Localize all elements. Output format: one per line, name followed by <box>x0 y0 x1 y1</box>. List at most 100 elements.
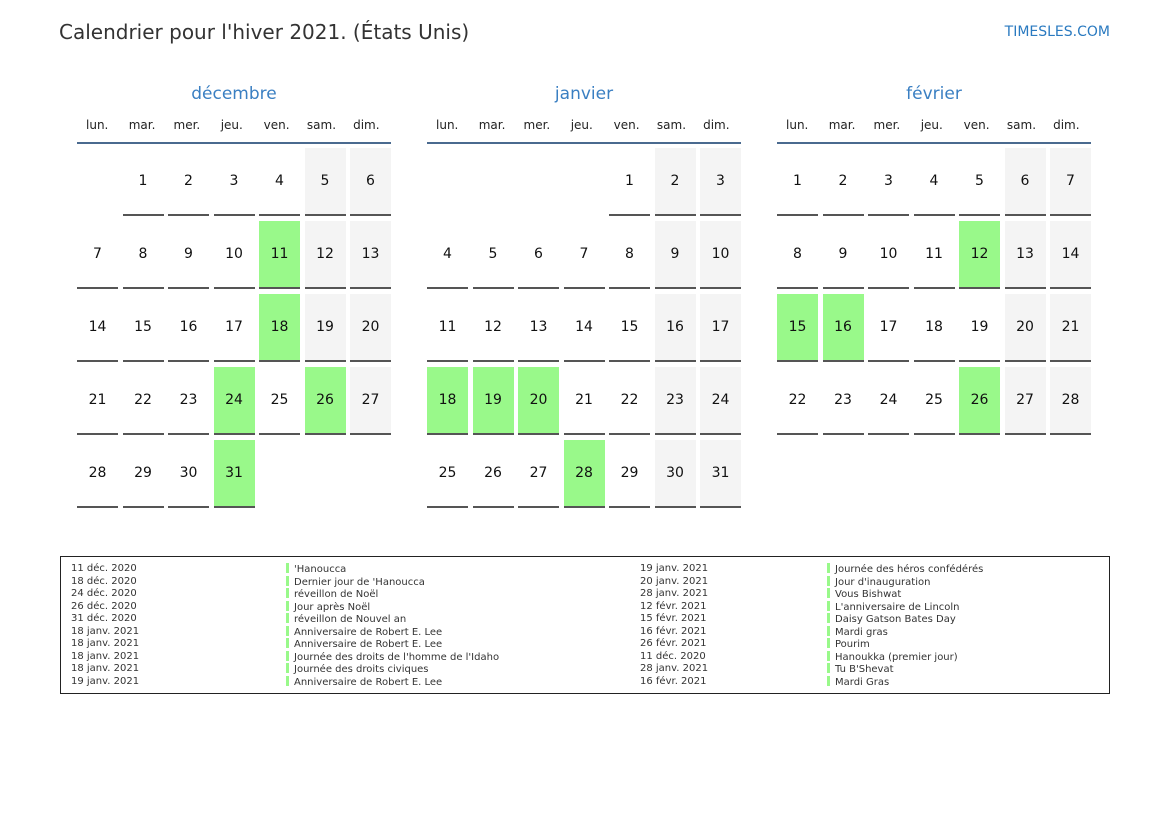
day-cell[interactable]: 3 <box>213 148 255 216</box>
day-cell[interactable]: 8 <box>609 221 650 289</box>
holiday-day-cell[interactable]: 24 <box>213 367 255 435</box>
day-cell[interactable]: 25 <box>427 440 468 508</box>
day-cell[interactable]: 12 <box>304 221 346 289</box>
holiday-day-cell[interactable]: 20 <box>518 367 559 435</box>
day-cell[interactable]: 12 <box>472 294 514 362</box>
weekday-label: ven. <box>963 118 990 132</box>
day-cell[interactable]: 19 <box>304 294 346 362</box>
day-cell[interactable]: 2 <box>822 148 864 216</box>
day-cell[interactable]: 13 <box>518 294 559 362</box>
day-cell[interactable]: 24 <box>700 367 741 435</box>
day-cell[interactable]: 16 <box>168 294 209 362</box>
day-cell[interactable]: 2 <box>654 148 696 216</box>
day-cell[interactable]: 15 <box>609 294 650 362</box>
day-cell[interactable]: 30 <box>654 440 696 508</box>
holiday-day-cell[interactable]: 11 <box>259 221 300 289</box>
day-cell[interactable]: 13 <box>1004 221 1046 289</box>
day-cell[interactable]: 23 <box>822 367 864 435</box>
day-cell[interactable]: 13 <box>350 221 391 289</box>
holiday-day-cell[interactable]: 18 <box>259 294 300 362</box>
day-cell[interactable]: 25 <box>259 367 300 435</box>
day-cell[interactable]: 27 <box>1004 367 1046 435</box>
day-cell[interactable]: 10 <box>700 221 741 289</box>
day-cell[interactable]: 14 <box>1050 221 1091 289</box>
day-cell[interactable]: 22 <box>609 367 650 435</box>
day-cell[interactable]: 28 <box>77 440 118 508</box>
day-cell[interactable]: 6 <box>1004 148 1046 216</box>
day-cell[interactable]: 23 <box>654 367 696 435</box>
day-cell[interactable]: 28 <box>1050 367 1091 435</box>
day-cell[interactable]: 27 <box>350 367 391 435</box>
day-cell[interactable]: 15 <box>122 294 164 362</box>
legend-holiday: Hanoukka (premier jour) <box>827 650 958 664</box>
day-cell[interactable]: 7 <box>1050 148 1091 216</box>
holiday-day-cell[interactable]: 12 <box>959 221 1000 289</box>
day-cell[interactable]: 8 <box>122 221 164 289</box>
day-cell[interactable]: 5 <box>472 221 514 289</box>
day-cell[interactable]: 14 <box>77 294 118 362</box>
day-cell[interactable]: 3 <box>868 148 909 216</box>
day-cell[interactable]: 26 <box>472 440 514 508</box>
day-cell[interactable]: 31 <box>700 440 741 508</box>
day-cell[interactable]: 9 <box>654 221 696 289</box>
legend-holiday-name: Dernier jour de 'Hanoucca <box>294 576 425 588</box>
weekday-label: jeu. <box>570 118 593 132</box>
holiday-day-cell[interactable]: 16 <box>822 294 864 362</box>
day-cell[interactable]: 4 <box>427 221 468 289</box>
day-cell[interactable]: 29 <box>122 440 164 508</box>
holiday-day-cell[interactable]: 26 <box>959 367 1000 435</box>
day-cell[interactable]: 4 <box>259 148 300 216</box>
day-cell[interactable]: 21 <box>563 367 605 435</box>
day-cell[interactable]: 18 <box>913 294 955 362</box>
day-cell[interactable]: 20 <box>1004 294 1046 362</box>
day-cell[interactable]: 22 <box>122 367 164 435</box>
legend-holiday: Jour après Noël <box>286 600 370 614</box>
day-cell[interactable]: 17 <box>868 294 909 362</box>
holiday-color-marker <box>286 563 289 573</box>
day-cell[interactable]: 11 <box>913 221 955 289</box>
day-cell[interactable]: 7 <box>563 221 605 289</box>
day-cell[interactable]: 5 <box>304 148 346 216</box>
day-cell[interactable]: 21 <box>77 367 118 435</box>
day-cell[interactable]: 16 <box>654 294 696 362</box>
day-cell[interactable]: 8 <box>777 221 818 289</box>
day-cell[interactable]: 4 <box>913 148 955 216</box>
day-cell[interactable]: 6 <box>350 148 391 216</box>
day-cell[interactable]: 2 <box>168 148 209 216</box>
holiday-day-cell[interactable]: 28 <box>563 440 605 508</box>
day-cell[interactable]: 27 <box>518 440 559 508</box>
day-cell[interactable]: 7 <box>77 221 118 289</box>
day-cell[interactable]: 1 <box>609 148 650 216</box>
day-cell[interactable]: 3 <box>700 148 741 216</box>
day-cell[interactable]: 30 <box>168 440 209 508</box>
day-cell[interactable]: 21 <box>1050 294 1091 362</box>
day-cell[interactable]: 10 <box>868 221 909 289</box>
holiday-day-cell[interactable]: 26 <box>304 367 346 435</box>
day-cell[interactable]: 22 <box>777 367 818 435</box>
weekday-label: mar. <box>478 118 506 132</box>
day-cell[interactable]: 19 <box>959 294 1000 362</box>
holiday-day-cell[interactable]: 19 <box>472 367 514 435</box>
day-cell[interactable]: 6 <box>518 221 559 289</box>
day-cell[interactable]: 10 <box>213 221 255 289</box>
holiday-color-marker <box>827 613 830 623</box>
day-cell[interactable]: 14 <box>563 294 605 362</box>
day-cell[interactable]: 11 <box>427 294 468 362</box>
day-cell[interactable]: 9 <box>168 221 209 289</box>
legend-holiday: Anniversaire de Robert E. Lee <box>286 638 442 651</box>
day-cell[interactable]: 9 <box>822 221 864 289</box>
day-cell[interactable]: 17 <box>700 294 741 362</box>
holiday-day-cell[interactable]: 31 <box>213 440 255 508</box>
day-cell[interactable]: 5 <box>959 148 1000 216</box>
day-cell[interactable]: 24 <box>868 367 909 435</box>
day-cell[interactable]: 20 <box>350 294 391 362</box>
day-cell[interactable]: 17 <box>213 294 255 362</box>
holiday-day-cell[interactable]: 18 <box>427 367 468 435</box>
day-cell[interactable]: 1 <box>122 148 164 216</box>
day-cell[interactable]: 1 <box>777 148 818 216</box>
day-cell[interactable]: 25 <box>913 367 955 435</box>
brand-link[interactable]: TIMESLES.COM <box>1004 24 1110 40</box>
day-cell[interactable]: 29 <box>609 440 650 508</box>
holiday-day-cell[interactable]: 15 <box>777 294 818 362</box>
day-cell[interactable]: 23 <box>168 367 209 435</box>
